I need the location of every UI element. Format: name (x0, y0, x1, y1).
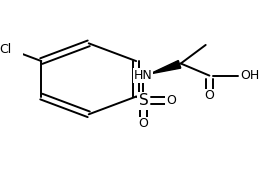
Text: O: O (138, 118, 149, 130)
Text: O: O (166, 94, 176, 107)
Text: O: O (204, 89, 214, 102)
Text: Cl: Cl (0, 43, 11, 56)
Text: HN: HN (134, 69, 153, 82)
Polygon shape (150, 61, 181, 74)
Text: S: S (139, 93, 148, 108)
Text: OH: OH (241, 69, 260, 82)
